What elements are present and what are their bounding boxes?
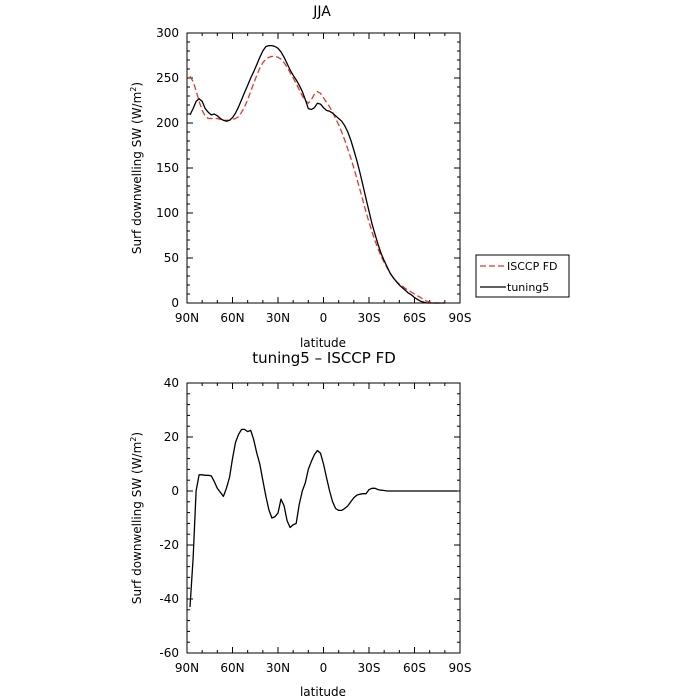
bottom-x-tick-label: 60S <box>403 661 426 675</box>
bottom-y-tick-label: 20 <box>164 430 179 444</box>
bottom-x-tick-label: 60N <box>220 661 244 675</box>
bottom-y-tick-label: -20 <box>159 538 179 552</box>
bottom-x-axis-label: latitude <box>300 685 346 699</box>
top-y-tick-label: 300 <box>156 26 179 40</box>
top-plot-frame <box>186 32 461 304</box>
legend-label-isccp: ISCCP FD <box>507 260 558 273</box>
top-x-tick-label: 60S <box>403 311 426 325</box>
bottom-x-tick-label: 0 <box>320 661 328 675</box>
bottom-x-tick-label: 30S <box>358 661 381 675</box>
bottom-y-axis-label: Surf downwelling SW (W/m2) <box>129 432 144 604</box>
top-y-tick-label: 0 <box>171 296 179 310</box>
bottom-series <box>189 428 457 608</box>
bottom-y-tick-label: -40 <box>159 592 179 606</box>
top-series-line-1 <box>189 55 445 304</box>
bottom-x-tick-label: 90N <box>175 661 199 675</box>
bottom-x-tick-label: 90S <box>449 661 472 675</box>
legend-box <box>475 254 570 298</box>
top-y-tick-label: 150 <box>156 161 179 175</box>
top-y-tick-label: 250 <box>156 71 179 85</box>
top-x-tick-label: 90S <box>449 311 472 325</box>
top-x-tick-label: 30N <box>266 311 290 325</box>
bottom-x-tick-label: 30N <box>266 661 290 675</box>
bottom-x-ticks: 90N 60N 30N 0 30S 60S 90S <box>175 383 472 675</box>
bottom-series-line-1 <box>189 428 457 608</box>
top-series <box>189 44 445 304</box>
top-series-line-2 <box>189 44 445 304</box>
bottom-panel: tuning5 – ISCCP FD -60 -40 -20 0 20 40 90N 60N… <box>129 349 471 699</box>
bottom-y-tick-label: -60 <box>159 646 179 660</box>
bottom-plot-frame <box>186 382 461 654</box>
top-chart-title: JJA <box>312 4 331 20</box>
top-y-axis-label: Surf downwelling SW (W/m2) <box>129 82 144 254</box>
top-x-ticks: 90N 60N 30N 0 30S 60S 90S <box>175 33 472 325</box>
top-x-tick-label: 90N <box>175 311 199 325</box>
top-y-tick-label: 200 <box>156 116 179 130</box>
top-x-tick-label: 60N <box>220 311 244 325</box>
top-y-ticks: 0 50 100 150 200 250 300 <box>156 26 460 310</box>
top-y-tick-label: 100 <box>156 206 179 220</box>
top-y-tick-label: 50 <box>164 251 179 265</box>
bottom-chart-title: tuning5 – ISCCP FD <box>252 349 396 367</box>
top-x-tick-label: 30S <box>358 311 381 325</box>
bottom-y-ticks: -60 -40 -20 0 20 40 <box>159 376 460 660</box>
top-x-tick-label: 0 <box>320 311 328 325</box>
bottom-y-tick-label: 0 <box>171 484 179 498</box>
bottom-y-tick-label: 40 <box>164 376 179 390</box>
legend: ISCCP FD tuning5 <box>475 254 570 298</box>
legend-label-tuning5: tuning5 <box>507 281 549 294</box>
top-x-axis-label: latitude <box>300 336 346 350</box>
